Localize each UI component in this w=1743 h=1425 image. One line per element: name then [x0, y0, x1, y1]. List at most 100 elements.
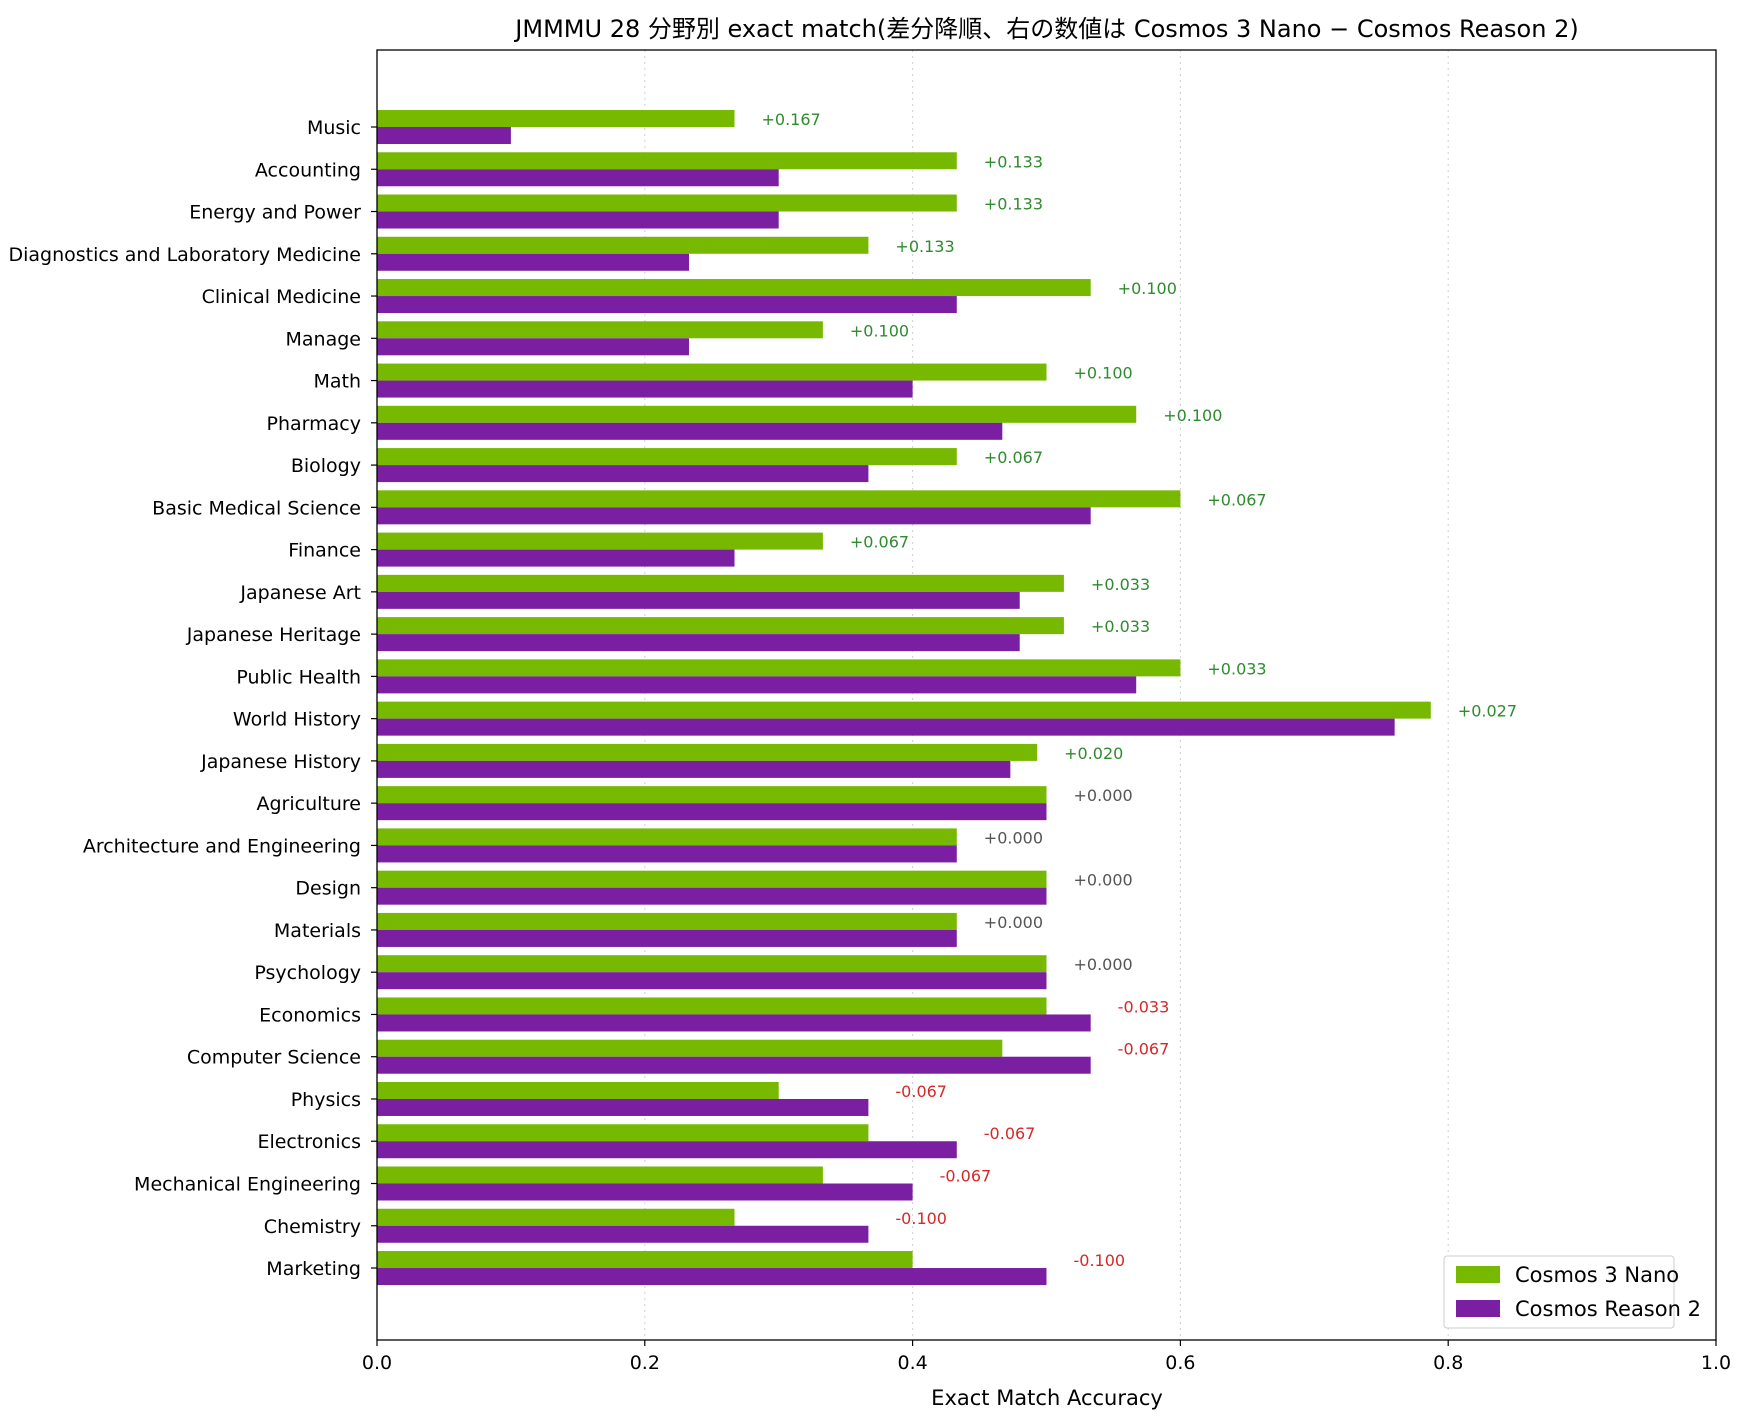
category-label-electronics: Electronics: [257, 1131, 361, 1153]
bar-cosmos-reason-2-agriculture: [377, 803, 1047, 821]
difference-label-psychology: +0.000: [1074, 955, 1133, 974]
bar-cosmos-reason-2-computer-science: [377, 1056, 1091, 1074]
difference-label-japanese-heritage: +0.033: [1091, 617, 1150, 636]
legend-swatch-cosmos-3-nano: [1456, 1266, 1500, 1283]
bar-cosmos-reason-2-design: [377, 887, 1047, 905]
category-label-design: Design: [295, 878, 361, 900]
category-label-agriculture: Agriculture: [257, 793, 362, 815]
bar-cosmos-reason-2-energy-and-power: [377, 211, 779, 229]
bar-cosmos-3-nano-japanese-heritage: [377, 617, 1064, 635]
legend-box: [1443, 1255, 1675, 1329]
legend-label-cosmos-reason-2: Cosmos Reason 2: [1515, 1297, 1701, 1321]
bar-cosmos-reason-2-diagnostics-and-laboratory-medicine: [377, 253, 689, 271]
bar-cosmos-reason-2-physics: [377, 1098, 869, 1116]
category-label-mechanical-engineering: Mechanical Engineering: [134, 1174, 361, 1196]
bar-cosmos-reason-2-biology: [377, 465, 869, 483]
difference-label-chemistry: -0.100: [895, 1209, 947, 1228]
difference-label-diagnostics-and-laboratory-medicine: +0.133: [895, 237, 954, 256]
difference-label-economics: -0.033: [1118, 997, 1170, 1016]
bar-cosmos-3-nano-agriculture: [377, 786, 1047, 804]
x-tick-label: 0.0: [362, 1352, 392, 1374]
bar-cosmos-3-nano-diagnostics-and-laboratory-medicine: [377, 236, 869, 254]
difference-label-japanese-history: +0.020: [1064, 744, 1123, 763]
bar-cosmos-3-nano-economics: [377, 997, 1047, 1015]
difference-label-manage: +0.100: [850, 321, 909, 340]
bar-cosmos-3-nano-world-history: [377, 701, 1431, 719]
difference-label-clinical-medicine: +0.100: [1118, 279, 1177, 298]
x-axis-label: Exact Match Accuracy: [931, 1386, 1163, 1410]
bar-cosmos-reason-2-world-history: [377, 718, 1395, 736]
category-label-energy-and-power: Energy and Power: [189, 202, 361, 224]
bar-cosmos-3-nano-japanese-art: [377, 574, 1064, 592]
bar-cosmos-reason-2-japanese-history: [377, 760, 1011, 778]
bar-cosmos-3-nano-computer-science: [377, 1039, 1003, 1057]
x-tick-label: 0.2: [630, 1352, 660, 1374]
bar-cosmos-reason-2-accounting: [377, 169, 779, 187]
bar-cosmos-3-nano-materials: [377, 912, 957, 930]
bar-cosmos-3-nano-music: [377, 110, 735, 127]
category-label-diagnostics-and-laboratory-medicine: Diagnostics and Laboratory Medicine: [9, 244, 362, 266]
bar-cosmos-reason-2-economics: [377, 1014, 1091, 1032]
difference-label-energy-and-power: +0.133: [984, 195, 1043, 214]
bar-cosmos-3-nano-biology: [377, 448, 957, 466]
difference-label-computer-science: -0.067: [1118, 1040, 1170, 1059]
bar-cosmos-reason-2-psychology: [377, 972, 1047, 990]
bar-cosmos-3-nano-manage: [377, 321, 823, 339]
category-label-manage: Manage: [286, 328, 361, 350]
bar-cosmos-reason-2-clinical-medicine: [377, 296, 957, 314]
bar-cosmos-3-nano-pharmacy: [377, 405, 1137, 423]
bar-cosmos-3-nano-accounting: [377, 152, 957, 170]
bar-cosmos-3-nano-design: [377, 870, 1047, 888]
category-label-chemistry: Chemistry: [264, 1216, 361, 1238]
bar-cosmos-reason-2-manage: [377, 338, 689, 356]
difference-label-world-history: +0.027: [1458, 702, 1517, 721]
difference-label-design: +0.000: [1074, 871, 1133, 890]
difference-label-math: +0.100: [1074, 364, 1133, 383]
difference-label-mechanical-engineering: -0.067: [940, 1167, 992, 1186]
category-label-japanese-history: Japanese History: [200, 751, 361, 773]
legend-swatch-cosmos-reason-2: [1456, 1300, 1500, 1317]
category-label-marketing: Marketing: [266, 1258, 361, 1280]
difference-label-basic-medical-science: +0.067: [1207, 490, 1266, 509]
bar-cosmos-reason-2-electronics: [377, 1141, 957, 1159]
bar-cosmos-3-nano-japanese-history: [377, 743, 1038, 761]
difference-label-electronics: -0.067: [984, 1124, 1036, 1143]
bar-cosmos-reason-2-architecture-and-engineering: [377, 845, 957, 863]
bar-cosmos-reason-2-public-health: [377, 676, 1137, 694]
bar-cosmos-3-nano-psychology: [377, 955, 1047, 973]
category-label-pharmacy: Pharmacy: [267, 413, 361, 435]
category-label-world-history: World History: [233, 709, 361, 731]
category-label-biology: Biology: [291, 455, 361, 477]
bar-cosmos-reason-2-japanese-heritage: [377, 634, 1020, 652]
bar-cosmos-reason-2-japanese-art: [377, 591, 1020, 609]
bar-cosmos-3-nano-marketing: [377, 1251, 913, 1269]
bar-cosmos-3-nano-chemistry: [377, 1208, 735, 1226]
bar-cosmos-reason-2-marketing: [377, 1268, 1047, 1286]
chart-title: JMMMU 28 分野別 exact match(差分降順、右の数値は Cosm…: [513, 15, 1578, 43]
bar-cosmos-3-nano-energy-and-power: [377, 194, 957, 212]
category-label-computer-science: Computer Science: [187, 1047, 361, 1069]
difference-label-physics: -0.067: [895, 1082, 947, 1101]
bar-cosmos-3-nano-mechanical-engineering: [377, 1166, 823, 1184]
difference-label-public-health: +0.033: [1207, 659, 1266, 678]
bar-cosmos-3-nano-electronics: [377, 1124, 869, 1142]
category-label-japanese-heritage: Japanese Heritage: [186, 624, 361, 646]
category-label-architecture-and-engineering: Architecture and Engineering: [83, 835, 361, 857]
legend-label-cosmos-3-nano: Cosmos 3 Nano: [1515, 1263, 1679, 1287]
bar-cosmos-reason-2-mechanical-engineering: [377, 1183, 913, 1201]
category-label-psychology: Psychology: [254, 962, 361, 984]
bar-cosmos-3-nano-clinical-medicine: [377, 279, 1091, 297]
bar-cosmos-reason-2-finance: [377, 549, 735, 567]
x-tick-label: 0.6: [1165, 1352, 1195, 1374]
bar-cosmos-reason-2-chemistry: [377, 1225, 869, 1243]
bar-cosmos-reason-2-pharmacy: [377, 422, 1003, 440]
bar-cosmos-reason-2-materials: [377, 929, 957, 947]
difference-label-materials: +0.000: [984, 913, 1043, 932]
bar-cosmos-3-nano-architecture-and-engineering: [377, 828, 957, 846]
x-ticks: 0.0 0.2 0.4 0.6 0.8 1.0: [362, 1340, 1731, 1374]
difference-labels: +0.167 +0.133 +0.133 +0.133 +0.100 +0.100 +0.1…: [762, 110, 1517, 1270]
category-label-materials: Materials: [274, 920, 361, 942]
bar-cosmos-reason-2-basic-medical-science: [377, 507, 1091, 525]
x-tick-label: 0.8: [1433, 1352, 1463, 1374]
